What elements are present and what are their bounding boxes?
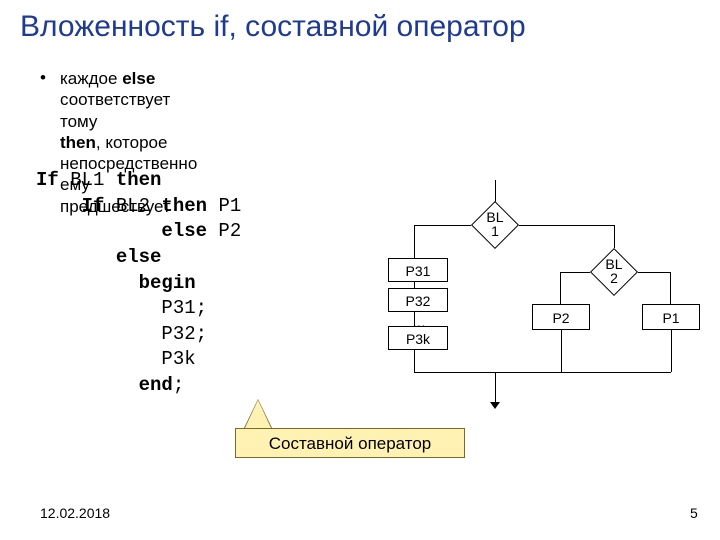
callout-tail (245, 400, 271, 428)
code-block: If BL1 then If BL2 then P1 else P2 else … (36, 168, 241, 399)
bullet-mark: • (40, 68, 46, 88)
page-title: Вложенность if, составной оператор (20, 10, 526, 44)
callout-box: Составной оператор (235, 428, 465, 458)
footer-date: 12.02.2018 (40, 505, 110, 521)
callout-label: Составной оператор (236, 429, 464, 459)
page-number: 5 (690, 505, 698, 521)
